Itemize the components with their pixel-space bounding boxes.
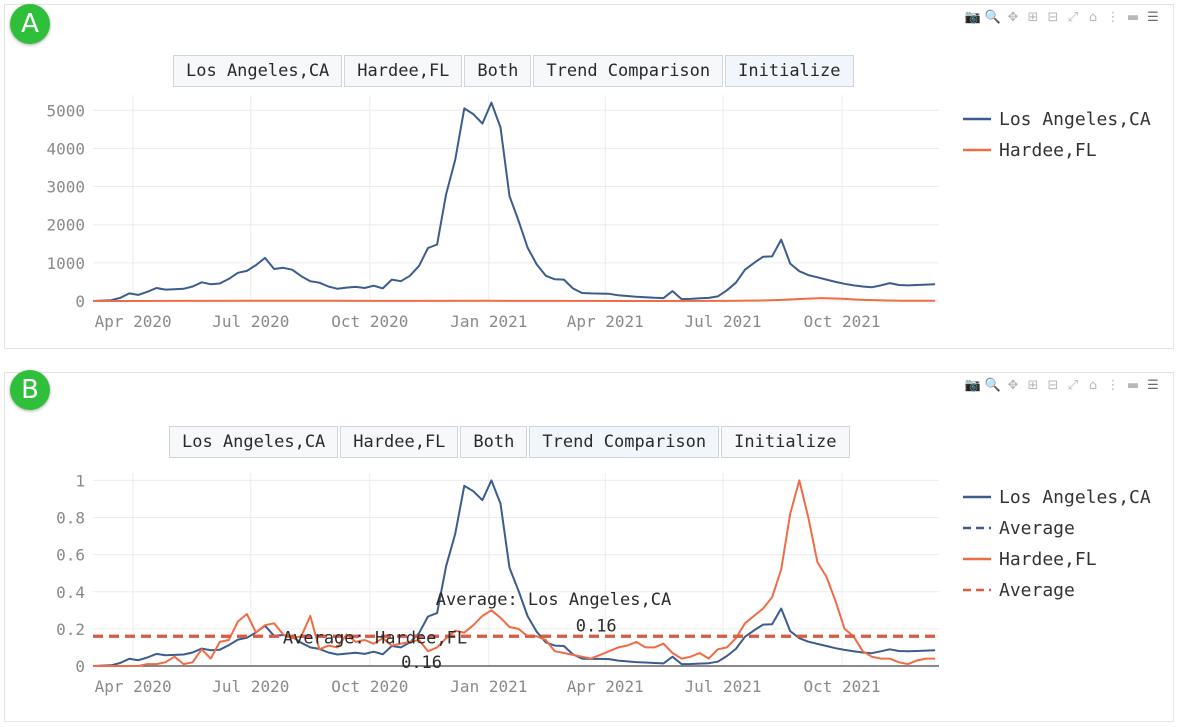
x-tick-label: Oct 2021 — [803, 312, 880, 331]
annotation-label: 0.16 — [401, 653, 442, 673]
autoscale-icon[interactable]: ⤢ — [1067, 377, 1079, 393]
reset-axes-icon[interactable]: ⌂ — [1088, 9, 1098, 25]
x-tick-label: Jul 2021 — [684, 677, 761, 696]
hover-closest-icon[interactable]: ▬ — [1126, 377, 1140, 393]
pan-icon[interactable]: ✥ — [1007, 377, 1019, 393]
hover-compare-icon[interactable]: ☰ — [1147, 9, 1159, 25]
x-tick-label: Jul 2021 — [684, 312, 761, 331]
hardee-button[interactable]: Hardee,FL — [344, 55, 463, 87]
y-tick-label: 1 — [75, 471, 85, 490]
panel-b-badge: B — [10, 370, 50, 410]
button-row: Los Angeles,CA Hardee,FL Both Trend Comp… — [169, 426, 852, 458]
legend-label[interactable]: Average — [999, 580, 1075, 601]
legend-label[interactable]: Average — [999, 518, 1075, 539]
chart-panel-a: 📷 🔍 ✥ ⊞ ⊟ ⤢ ⌂ ⋮ ▬ ☰ Los Angeles,CA Harde… — [4, 4, 1174, 349]
both-button[interactable]: Both — [464, 55, 532, 87]
x-tick-label: Apr 2020 — [95, 312, 172, 331]
legend-label[interactable]: Los Angeles,CA — [999, 487, 1151, 508]
y-tick-label: 5000 — [46, 101, 85, 120]
x-tick-label: Jan 2021 — [450, 677, 527, 696]
hover-closest-icon[interactable]: ▬ — [1126, 9, 1140, 25]
legend-label[interactable]: Hardee,FL — [999, 549, 1097, 570]
zoom-icon[interactable]: 🔍 — [984, 9, 1002, 25]
initialize-button[interactable]: Initialize — [725, 55, 854, 87]
x-tick-label: Oct 2021 — [803, 677, 880, 696]
initialize-button[interactable]: Initialize — [721, 426, 850, 458]
x-tick-label: Apr 2021 — [567, 677, 644, 696]
zoom-out-icon[interactable]: ⊟ — [1047, 9, 1059, 25]
y-tick-label: 0 — [75, 657, 85, 676]
annotation-label: Average: Hardee,FL — [283, 629, 467, 649]
y-tick-label: 0 — [75, 292, 85, 311]
spike-lines-icon[interactable]: ⋮ — [1106, 377, 1120, 393]
los-angeles-button[interactable]: Los Angeles,CA — [173, 55, 343, 87]
spike-lines-icon[interactable]: ⋮ — [1106, 9, 1120, 25]
trend-comparison-button[interactable]: Trend Comparison — [529, 426, 720, 458]
modebar: 📷 🔍 ✥ ⊞ ⊟ ⤢ ⌂ ⋮ ▬ ☰ — [965, 377, 1161, 393]
zoom-icon[interactable]: 🔍 — [984, 377, 1002, 393]
zoom-in-icon[interactable]: ⊞ — [1027, 377, 1039, 393]
zoom-out-icon[interactable]: ⊟ — [1047, 377, 1059, 393]
x-tick-label: Apr 2020 — [95, 677, 172, 696]
series-line-0[interactable] — [92, 479, 936, 667]
y-tick-label: 4000 — [46, 139, 85, 158]
series-line-0[interactable] — [92, 101, 936, 302]
y-tick-label: 0.4 — [56, 583, 85, 602]
pan-icon[interactable]: ✥ — [1007, 9, 1019, 25]
camera-icon[interactable]: 📷 — [964, 377, 982, 393]
annotation-label: Average: Los Angeles,CA — [436, 590, 671, 610]
reset-axes-icon[interactable]: ⌂ — [1088, 377, 1098, 393]
trend-comparison-button[interactable]: Trend Comparison — [533, 55, 724, 87]
annotation-label: 0.16 — [576, 617, 617, 637]
x-tick-label: Oct 2020 — [331, 312, 408, 331]
x-tick-label: Jan 2021 — [450, 312, 527, 331]
y-tick-label: 0.6 — [56, 546, 85, 565]
legend-label[interactable]: Hardee,FL — [999, 140, 1097, 161]
y-tick-label: 0.2 — [56, 620, 85, 639]
y-tick-label: 0.8 — [56, 509, 85, 528]
y-tick-label: 2000 — [46, 216, 85, 235]
zoom-in-icon[interactable]: ⊞ — [1027, 9, 1039, 25]
chart-b[interactable]: Apr 2020 Jul 2020 Oct 2020 Jan 2021 Apr 2021… — [5, 373, 1173, 721]
chart-a[interactable]: Apr 2020 Jul 2020 Oct 2020 Jan 2021 Apr 2021… — [5, 5, 1173, 348]
x-tick-label: Apr 2021 — [567, 312, 644, 331]
camera-icon[interactable]: 📷 — [964, 9, 982, 25]
button-row: Los Angeles,CA Hardee,FL Both Trend Comp… — [173, 55, 856, 87]
x-tick-label: Oct 2020 — [331, 677, 408, 696]
panel-a-badge: A — [10, 4, 50, 44]
modebar: 📷 🔍 ✥ ⊞ ⊟ ⤢ ⌂ ⋮ ▬ ☰ — [965, 9, 1161, 25]
x-tick-label: Jul 2020 — [212, 312, 289, 331]
autoscale-icon[interactable]: ⤢ — [1067, 9, 1079, 25]
legend-label[interactable]: Los Angeles,CA — [999, 109, 1151, 130]
chart-panel-b: 📷 🔍 ✥ ⊞ ⊟ ⤢ ⌂ ⋮ ▬ ☰ Los Angeles,CA Harde… — [4, 372, 1174, 722]
x-tick-label: Jul 2020 — [212, 677, 289, 696]
hover-compare-icon[interactable]: ☰ — [1147, 377, 1159, 393]
series-line-2[interactable] — [93, 479, 936, 667]
y-tick-label: 1000 — [46, 254, 85, 273]
los-angeles-button[interactable]: Los Angeles,CA — [169, 426, 339, 458]
hardee-button[interactable]: Hardee,FL — [340, 426, 459, 458]
y-tick-label: 3000 — [46, 178, 85, 197]
both-button[interactable]: Both — [460, 426, 528, 458]
series-line-1[interactable] — [92, 297, 936, 302]
